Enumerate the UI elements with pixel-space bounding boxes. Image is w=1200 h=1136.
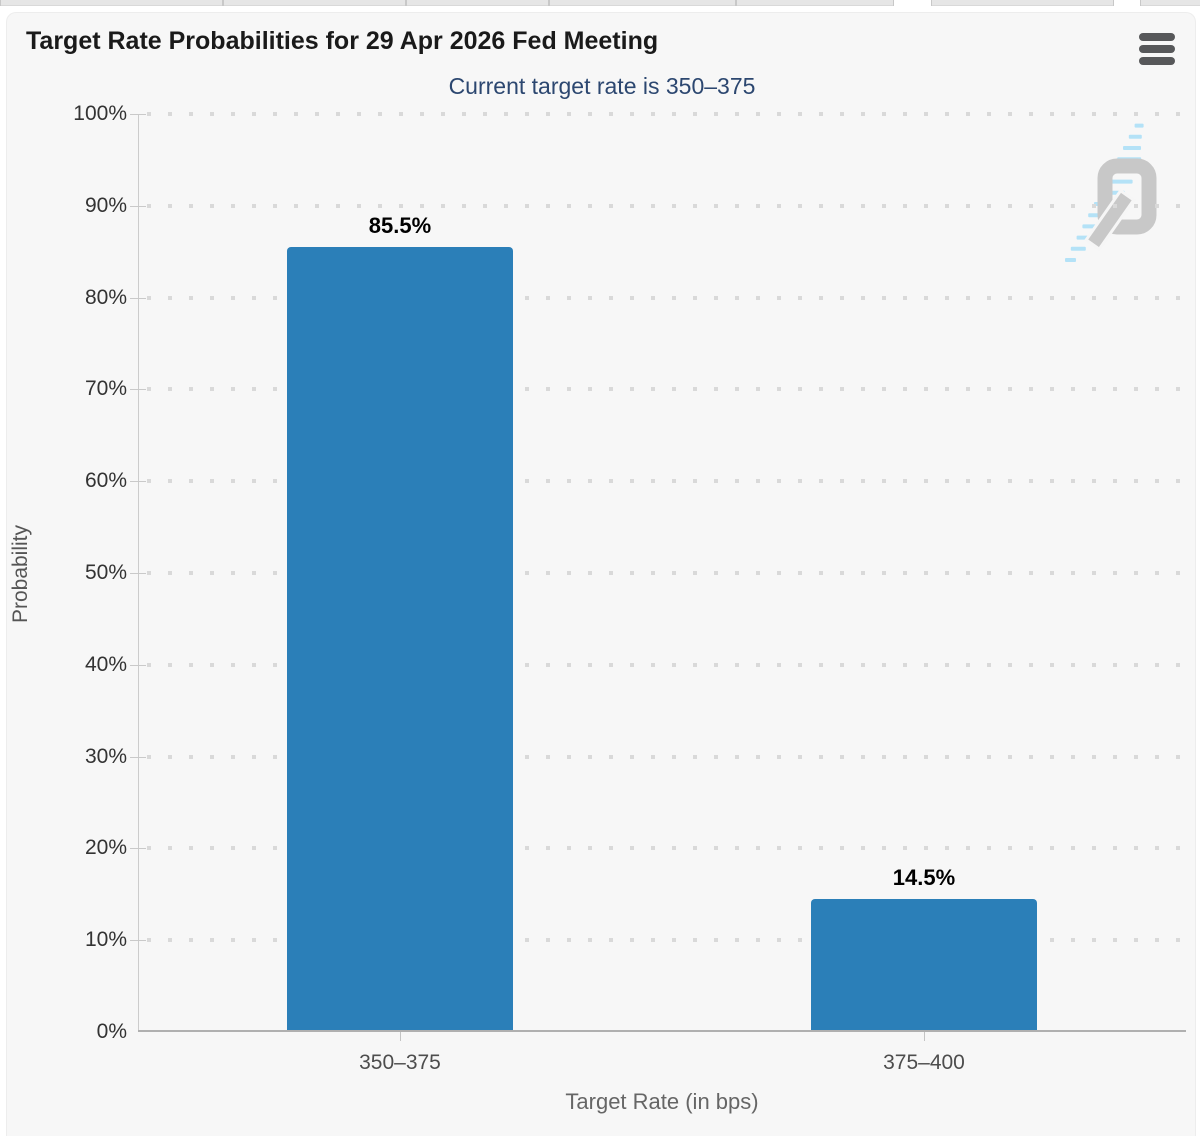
y-tick-label: 30% [84,744,127,768]
chart-card: Target Rate Probabilities for 29 Apr 202… [6,12,1196,1136]
y-tick-label: 10% [84,928,127,952]
y-tick-mark [130,664,146,666]
y-tick-mark [130,481,146,483]
bar[interactable] [287,247,513,1032]
y-tick-label: 0% [96,1020,127,1043]
y-tick-mark [130,848,146,850]
tab-strip-segment[interactable] [406,0,549,6]
y-tick-label: 40% [84,652,127,676]
y-tick-label: 50% [84,561,127,584]
tab-strip-segment[interactable] [931,0,1114,6]
y-axis-title: Probability [9,524,32,624]
top-tab-strip [0,0,1200,7]
y-tick-mark [130,573,146,574]
tab-strip-segment[interactable] [223,0,406,6]
y-tick-label: 60% [84,469,127,493]
x-category-label: 375–400 [883,1051,965,1074]
tab-strip-segment[interactable] [549,0,736,6]
chart-title: Target Rate Probabilities for 29 Apr 202… [26,27,659,55]
gridline [147,846,1186,851]
hamburger-menu-icon[interactable] [1139,33,1175,65]
tab-strip-segment[interactable] [1140,0,1200,6]
y-tick-mark [130,756,146,758]
y-tick-mark [130,389,146,391]
quikstrike-q-logo [1065,123,1157,262]
x-category-label: 350–375 [359,1051,441,1074]
y-tick-label: 90% [84,193,127,217]
y-tick-mark [130,940,146,942]
y-tick-label: 20% [84,836,127,860]
y-tick-label: 80% [84,285,127,309]
y-tick-mark [130,114,146,115]
tab-strip-segment[interactable] [0,0,223,6]
y-tick-mark [130,297,146,299]
gridline [147,112,1186,116]
x-tick-mark [400,1032,401,1041]
gridline [147,479,1186,484]
gridline [147,571,1186,575]
y-tick-label: 70% [84,377,127,401]
x-axis-line [138,1030,1186,1032]
gridline [147,662,1186,667]
gridline [147,938,1186,943]
y-tick-mark [130,205,146,207]
bar-value-label: 85.5% [368,213,432,239]
bar-value-label: 14.5% [892,864,956,890]
tab-strip-segment[interactable] [736,0,894,6]
gridline [147,203,1186,208]
gridline [147,387,1186,392]
x-axis-title: Target Rate (in bps) [565,1089,759,1114]
chart-subtitle: Current target rate is 350–375 [448,73,756,99]
x-tick-mark [924,1032,925,1041]
y-tick-label: 100% [73,102,127,125]
bar[interactable] [811,898,1037,1032]
gridline [147,754,1186,759]
gridline [147,295,1186,300]
